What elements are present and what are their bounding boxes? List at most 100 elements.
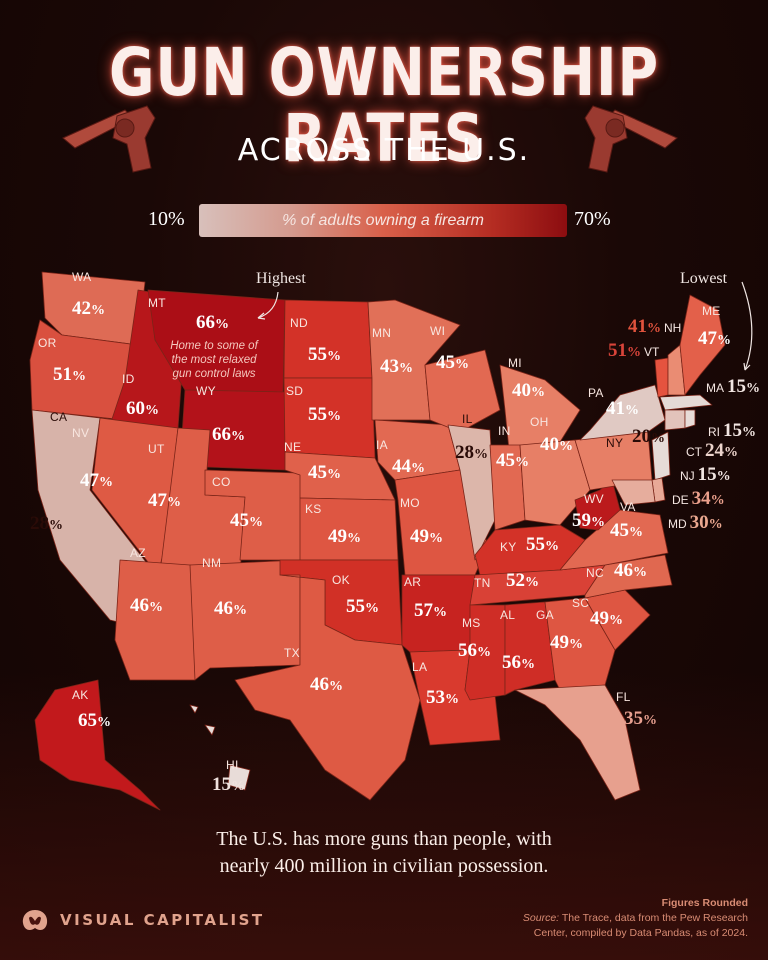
state-value-KY: 55% [526,534,559,555]
state-code-TN: TN [474,576,491,590]
state-code-SC: SC [572,596,590,610]
state-code-PA: PA [588,386,604,400]
state-value-AK: 65% [78,710,111,731]
state-value-MS: 56% [458,640,491,661]
state-ME [679,294,726,396]
color-legend: 10% % of adults owning a firearm 70% [0,202,768,240]
state-value-KS: 49% [328,526,361,547]
state-value-NV: 47% [80,470,113,491]
state-MD [611,479,656,506]
state-code-KS: KS [305,502,322,516]
state-value-WA: 42% [72,298,105,319]
state-code-IL: IL [462,412,473,426]
state-value-IA: 44% [392,456,425,477]
state-value-GA: 49% [550,632,583,653]
state-code-OH: OH [530,415,549,429]
legend-gradient-bar: % of adults owning a firearm [199,204,567,237]
state-value-ID: 60% [126,398,159,419]
state-value-OH: 40% [540,434,573,455]
state-TX [234,574,421,801]
state-OH [519,439,591,526]
revolver-icon-left [62,105,156,173]
mt-note: Home to some of the most relaxed gun con… [170,340,258,380]
state-AL [504,601,556,696]
state-value-HI: 15% [212,774,245,795]
state-code-AZ: AZ [130,546,146,560]
state-code-UT: UT [148,442,165,456]
state-HI [189,704,251,791]
state-code-AR: AR [404,575,422,589]
state-value-NE: 45% [308,462,341,483]
revolver-icon-right [584,105,678,173]
state-value-FL: 35% [624,708,657,729]
state-code-ID: ID [122,372,135,386]
state-value-WI: 45% [436,352,469,373]
visual-capitalist-logo-icon [22,910,48,931]
state-value-PA: 41% [606,398,639,419]
state-code-MS: MS [462,616,481,630]
state-code-OK: OK [332,573,350,587]
state-code-GA: GA [536,608,554,622]
state-code-KY: KY [500,540,517,554]
callout-arrows [257,281,753,371]
state-code-WV: WV [584,492,604,506]
state-code-OR: OR [38,336,57,350]
brand-logo: VISUAL CAPITALIST [20,906,265,934]
state-code-MT: MT [148,296,166,310]
state-value-AZ: 46% [130,595,163,616]
ext-label-MD: MD 30% [668,512,723,533]
ext-label-VT: 51% VT [608,340,660,361]
state-FL [514,684,641,801]
legend-label: % of adults owning a firearm [282,211,484,229]
state-WV [574,479,621,531]
state-code-AL: AL [500,608,516,622]
state-code-CA: CA [50,410,68,424]
state-code-ME: ME [702,304,721,318]
state-value-ME: 47% [698,328,731,349]
map-shapes [29,271,726,811]
state-value-TX: 46% [310,674,343,695]
ext-label-RI: RI 15% [708,420,756,441]
footer-statement: The U.S. has more guns than people, with… [216,828,552,877]
page-title: GUN OWNERSHIP RATES [109,34,659,177]
state-value-IN: 45% [496,450,529,471]
callout-highest: Highest [256,270,306,287]
state-AK [34,679,161,811]
state-value-SD: 55% [308,404,341,425]
us-map: Highest Lowest Home to some of the most … [0,260,768,820]
callout-lowest: Lowest [680,270,728,287]
state-code-FL: FL [616,690,631,704]
state-code-IA: IA [376,438,388,452]
state-value-WY: 66% [212,424,245,445]
ext-label-NJ: NJ 15% [680,464,731,485]
legend-max: 70% [574,208,611,230]
state-value-NC: 46% [614,560,647,581]
ext-label-DE: DE 34% [672,488,725,509]
state-value-NM: 46% [214,598,247,619]
state-value-MO: 49% [410,526,443,547]
state-value-AL: 56% [502,652,535,673]
state-value-IL: 28% [455,442,488,463]
state-value-OK: 55% [346,596,379,617]
state-value-CO: 45% [230,510,263,531]
state-code-NV: NV [72,426,90,440]
state-value-OR: 51% [53,364,86,385]
state-code-WY: WY [196,384,216,398]
state-code-WA: WA [72,270,92,284]
state-IL [447,424,496,561]
state-value-NY: 20% [632,426,665,447]
state-code-LA: LA [412,660,428,674]
state-value-UT: 47% [148,490,181,511]
state-code-IN: IN [498,424,511,438]
state-code-NE: NE [284,440,302,454]
state-code-MO: MO [400,496,420,510]
state-code-CO: CO [212,475,231,489]
state-value-SC: 49% [590,608,623,629]
state-value-TN: 52% [506,570,539,591]
state-code-NC: NC [586,566,604,580]
state-WI [424,349,501,433]
state-code-HI: HI [226,758,239,772]
state-MA [659,394,713,411]
state-value-LA: 53% [426,687,459,708]
